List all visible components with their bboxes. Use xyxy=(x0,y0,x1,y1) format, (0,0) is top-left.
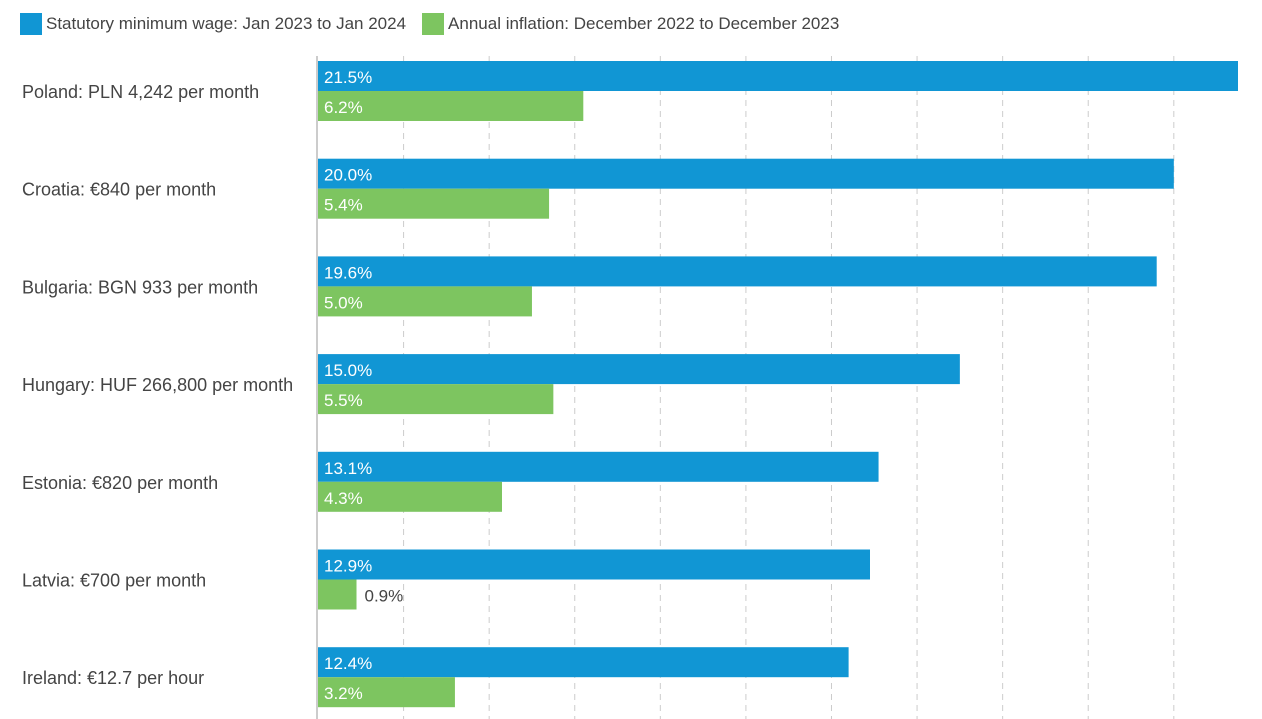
data-label-inflation: 0.9% xyxy=(365,587,404,606)
bar-minimum-wage xyxy=(318,647,849,678)
category-label: Hungary: HUF 266,800 per month xyxy=(22,375,293,395)
bar-inflation xyxy=(318,286,532,317)
bar-inflation xyxy=(318,481,502,512)
legend-swatch-inflation xyxy=(422,13,445,35)
category-label: Ireland: €12.7 per hour xyxy=(22,668,204,688)
data-label-minimum-wage: 19.6% xyxy=(324,263,372,282)
legend-label-minimum-wage: Statutory minimum wage: Jan 2023 to Jan … xyxy=(46,14,407,33)
bar-minimum-wage xyxy=(318,256,1157,287)
data-label-inflation: 5.0% xyxy=(324,293,363,312)
category-label: Croatia: €840 per month xyxy=(22,180,216,200)
bar-minimum-wage xyxy=(318,354,960,385)
category-label: Latvia: €700 per month xyxy=(22,571,206,591)
bar-inflation xyxy=(318,579,357,610)
data-label-inflation: 4.3% xyxy=(324,489,363,508)
bar-minimum-wage xyxy=(318,61,1238,91)
data-label-minimum-wage: 20.0% xyxy=(324,166,372,185)
data-label-minimum-wage: 21.5% xyxy=(324,68,372,87)
bar-minimum-wage xyxy=(318,158,1174,189)
data-label-minimum-wage: 15.0% xyxy=(324,361,372,380)
legend: Statutory minimum wage: Jan 2023 to Jan … xyxy=(20,12,855,36)
category-label: Poland: PLN 4,242 per month xyxy=(22,82,259,102)
bar-inflation xyxy=(318,91,584,121)
data-label-inflation: 3.2% xyxy=(324,684,363,703)
category-label: Bulgaria: BGN 933 per month xyxy=(22,277,258,297)
legend-item-minimum-wage[interactable]: Statutory minimum wage: Jan 2023 to Jan … xyxy=(20,13,406,35)
legend-swatch-minimum-wage xyxy=(20,13,42,35)
bar-minimum-wage xyxy=(318,451,879,482)
legend-item-inflation[interactable]: Annual inflation: December 2022 to Decem… xyxy=(422,13,839,35)
data-label-inflation: 6.2% xyxy=(324,98,363,117)
bar-inflation xyxy=(318,677,455,708)
data-label-inflation: 5.4% xyxy=(324,196,363,215)
data-label-minimum-wage: 12.9% xyxy=(324,557,372,576)
data-label-inflation: 5.5% xyxy=(324,391,363,410)
bar-minimum-wage xyxy=(318,549,870,580)
category-label: Estonia: €820 per month xyxy=(22,473,218,493)
legend-label-inflation: Annual inflation: December 2022 to Decem… xyxy=(448,14,840,33)
bar-inflation xyxy=(318,188,550,219)
bar-inflation xyxy=(318,384,554,415)
data-label-minimum-wage: 12.4% xyxy=(324,654,372,673)
data-label-minimum-wage: 13.1% xyxy=(324,459,372,478)
